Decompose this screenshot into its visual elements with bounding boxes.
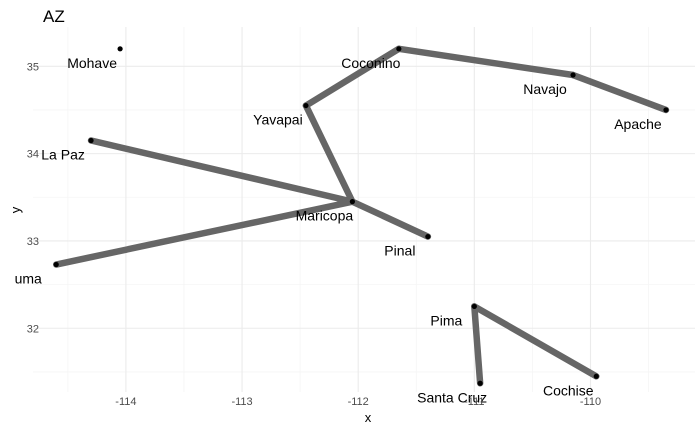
y-tick-label: 32 (27, 323, 39, 335)
point-navajo (570, 72, 576, 78)
label-navajo: Navajo (523, 81, 567, 97)
x-tick-label: -110 (580, 396, 601, 408)
point-yavapai (303, 102, 309, 109)
label-pinal: Pinal (384, 243, 415, 259)
x-axis-title: x (365, 410, 372, 425)
edge-coconino-navajo (395, 45, 577, 79)
point-coconino (396, 46, 402, 52)
point-santa-cruz (477, 380, 483, 386)
label-layer: Mohave Coconino Navajo Apache Yavapai La Paz M… (15, 55, 662, 405)
point-cochise (593, 373, 599, 379)
y-tick-label: 34 (27, 149, 39, 161)
x-tick-label: -111 (464, 396, 484, 408)
x-tick-label: -113 (231, 396, 252, 408)
y-axis-title: y (8, 206, 23, 213)
x-tick-label: -114 (115, 396, 136, 408)
edge-coconino-yavapai (302, 45, 403, 109)
edge-pima-santa-cruz (471, 303, 484, 387)
point-layer (53, 46, 669, 386)
edge-la-paz-maricopa (87, 137, 356, 205)
point-pinal (425, 233, 431, 240)
point-la-paz (88, 137, 94, 144)
edge-yavapai-maricopa (302, 102, 356, 205)
point-pima (471, 303, 477, 310)
label-santa-cruz: Santa Cruz (417, 389, 487, 405)
point-apache (663, 107, 669, 113)
point-mohave (117, 46, 123, 52)
tick-layer: -114 -113 -112 -111 -110 32 33 34 35 (27, 61, 601, 408)
label-uma: uma (15, 271, 42, 287)
label-maricopa: Maricopa (296, 208, 354, 224)
y-tick-label: 33 (27, 236, 39, 248)
label-la-paz: La Paz (41, 147, 85, 163)
edge-layer (52, 45, 670, 387)
edge-pima-cochise (471, 303, 600, 380)
label-yavapai: Yavapai (253, 112, 303, 128)
point-uma (53, 261, 59, 268)
chart-title: AZ (43, 7, 65, 26)
label-cochise: Cochise (543, 382, 594, 398)
edge-navajo-apache (569, 71, 670, 114)
edge-uma-maricopa (52, 198, 356, 268)
label-coconino: Coconino (341, 55, 400, 71)
x-tick-label: -112 (348, 396, 369, 408)
label-pima: Pima (430, 312, 462, 328)
edge-maricopa-pinal (349, 198, 432, 240)
y-tick-label: 35 (27, 61, 39, 73)
label-mohave: Mohave (67, 55, 117, 71)
label-apache: Apache (614, 116, 662, 132)
point-maricopa (349, 199, 355, 205)
